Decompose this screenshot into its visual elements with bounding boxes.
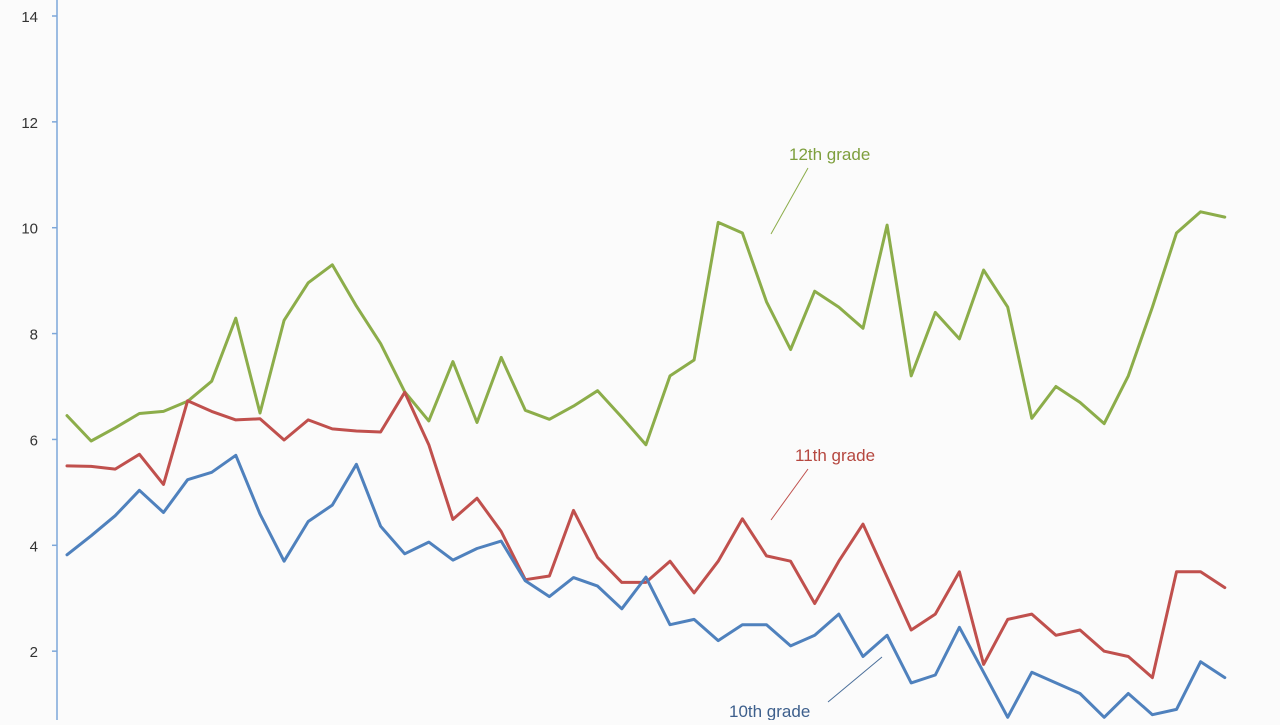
series-line-12th-grade xyxy=(65,210,1227,447)
y-axis-ticks: 2 4 6 8 10 12 14 xyxy=(21,9,57,661)
annotation-label-11th: 11th grade xyxy=(795,446,875,465)
y-tick-label: 14 xyxy=(21,9,38,26)
annotation-leader-11th xyxy=(770,468,809,521)
annotation-leader-12th xyxy=(770,167,809,235)
y-tick-label: 2 xyxy=(30,644,38,661)
series-line-10th-grade xyxy=(65,453,1227,719)
y-tick-label: 4 xyxy=(30,538,38,555)
series-annotations: 12th grade 11th grade 10th grade xyxy=(729,145,883,721)
series-line-11th-grade xyxy=(65,390,1227,680)
y-tick-label: 10 xyxy=(21,221,38,238)
y-tick-label: 12 xyxy=(21,115,38,132)
annotation-label-12th: 12th grade xyxy=(789,145,870,164)
y-tick-label: 8 xyxy=(30,327,38,344)
annotation-label-10th: 10th grade xyxy=(729,702,810,720)
annotation-leader-10th xyxy=(827,656,883,703)
series-lines xyxy=(65,210,1227,719)
y-tick-label: 6 xyxy=(30,432,38,449)
